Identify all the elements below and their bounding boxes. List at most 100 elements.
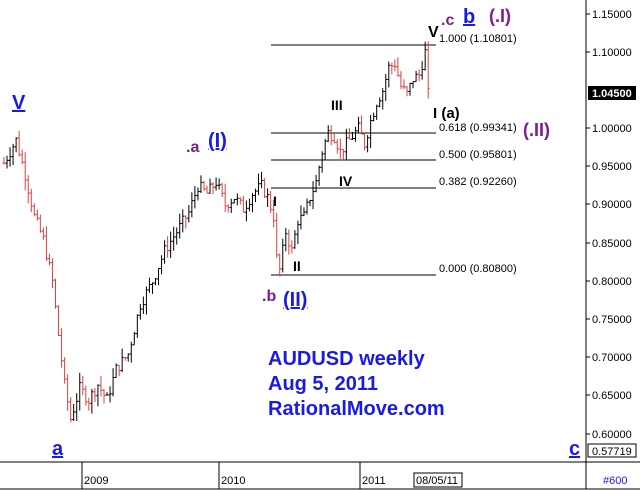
price-bar [357,116,361,133]
price-bar [423,41,427,71]
price-bar [44,226,48,262]
price-bar [220,182,224,198]
price-bar [217,178,221,190]
price-bar [399,71,403,90]
y-tick-label: 0.70000 [592,352,632,364]
price-bar [184,215,188,229]
annotation-line-symbol: AUDUSD weekly [268,348,426,370]
price-bar [108,386,112,403]
price-bar [323,138,327,161]
price-bar [375,104,379,120]
price-bar [208,178,212,194]
price-bar [326,125,330,143]
y-tick-label: 0.75000 [592,314,632,326]
price-bar [363,132,367,151]
price-bar [353,126,357,142]
price-bar [187,204,191,223]
price-bar [308,199,312,206]
price-bar [223,183,227,213]
price-bar [278,253,282,277]
y-tick-label: 1.15000 [592,9,632,21]
wave-label-ii: II [293,258,301,274]
price-bar [93,387,97,402]
price-bar [166,236,170,258]
corner-label: #600 [603,475,627,487]
annotation-line-date: Aug 5, 2011 [268,373,378,395]
price-bar [290,240,294,254]
y-tick-label: 0.85000 [592,238,632,250]
price-bar [387,61,391,88]
price-bar [63,357,67,384]
price-bar [147,277,151,293]
price-bar [260,171,264,189]
price-bar [114,363,118,378]
price-bar [366,135,370,153]
price-bar [163,240,167,264]
price-bar [369,114,373,148]
price-bar [150,282,154,294]
price-bar [8,147,12,167]
wave-label-v-black: V [428,24,439,41]
price-bar [350,131,354,140]
price-bar [190,192,194,218]
price-bar [178,213,182,239]
price-bar [257,173,261,196]
price-bar [417,69,421,82]
price-bar [20,149,24,165]
price-bar [138,303,142,320]
price-bar [205,185,209,194]
price-bar [299,205,303,230]
price-bar [284,227,288,252]
price-bar [157,268,161,286]
price-bar [384,73,388,101]
price-bar [396,57,400,77]
price-bar [332,133,336,144]
last-price-label: 1.04500 [592,88,632,100]
price-bar [338,138,342,159]
price-bar [5,155,9,169]
y-tick-label: 0.80000 [592,276,632,288]
wave-label-iii: III [331,97,343,113]
price-bar [144,286,148,315]
price-bar [402,79,406,90]
price-bar [199,175,203,194]
price-bar [172,226,176,251]
wave-label-a: a [52,438,64,460]
price-bar [105,392,109,396]
price-bar [393,59,397,72]
price-bar [344,128,348,160]
y-tick-label: 1.10000 [592,47,632,59]
price-bar [54,278,58,309]
price-bar [253,188,257,203]
y-axis: 1.15000 1.10000 1.04500 1.00000 0.95000 … [585,0,637,462]
price-bar [266,188,270,208]
price-bar [426,41,430,99]
price-bar [238,197,242,205]
price-bar [123,357,127,361]
price-bar [99,375,103,397]
price-bar [272,199,276,228]
current-date-label: 08/05/11 [416,475,458,487]
price-bar [320,151,324,173]
price-bar [72,404,76,421]
price-bar [293,230,297,249]
price-bar [296,220,300,245]
price-bar [226,204,230,213]
wave-label-dot-a: .a [186,139,199,156]
price-bar [241,195,245,213]
price-bar [381,88,385,110]
price-bar [347,128,351,140]
price-bar [50,258,54,289]
price-bar [411,81,415,89]
price-bar [141,296,145,314]
price-bar [102,388,106,404]
price-bar [250,192,254,213]
fib-label-1000: 1.000 (1.10801) [439,33,517,45]
price-bar [66,374,70,411]
price-bar [360,115,364,135]
price-bar [414,70,418,83]
price-bar [214,177,218,191]
price-bar [329,125,333,146]
price-bar [41,227,45,240]
